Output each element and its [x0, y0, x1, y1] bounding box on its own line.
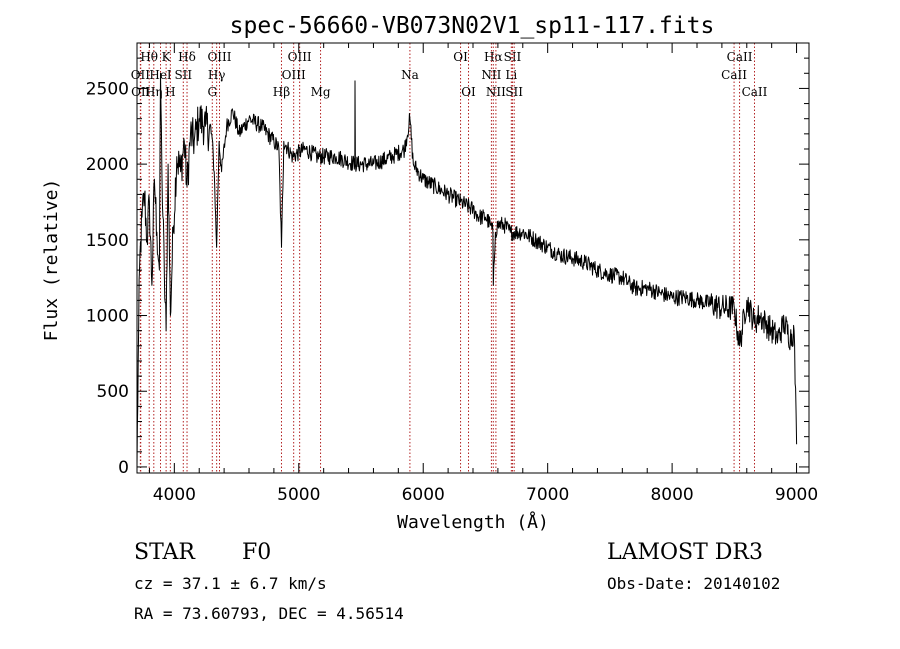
x-tick-label: 9000	[775, 485, 818, 505]
spectral-line-label: G	[207, 85, 217, 99]
redshift-readout: cz = 37.1 ± 6.7 km/s	[134, 574, 327, 593]
y-axis-ticks: 0 500 1000 1500 2000 2500	[86, 57, 809, 478]
object-type: STAR	[134, 540, 195, 565]
spectral-line-label: SII	[504, 50, 522, 64]
y-tick-label: 1500	[86, 231, 129, 251]
spectral-line-label: CaII	[742, 85, 768, 99]
spectral-line-label: OIII	[282, 68, 306, 82]
plot-frame	[136, 42, 810, 474]
spectral-line-label: NII	[486, 85, 506, 99]
spectral-line-label: SII	[174, 68, 192, 82]
y-tick-label: 2500	[86, 79, 129, 99]
y-tick-label: 0	[118, 458, 129, 478]
spectral-line-label: OIII	[288, 50, 312, 64]
obs-date: Obs-Date: 20140102	[607, 574, 781, 593]
spectral-line-label: Hη	[145, 85, 163, 99]
spectral-line-label: CaII	[727, 50, 753, 64]
x-tick-label: 5000	[277, 485, 320, 505]
flux-series	[136, 72, 798, 467]
y-tick-label: 2000	[86, 155, 129, 175]
y-tick-label: 500	[97, 382, 129, 402]
spectral-line-label: Hα	[484, 50, 503, 64]
spectral-line-label: NII	[481, 68, 501, 82]
x-tick-label: 7000	[526, 485, 569, 505]
spectral-line-label: H	[165, 85, 175, 99]
spectral-line-label: Hδ	[178, 50, 196, 64]
spectral-line-label: OI	[453, 50, 468, 64]
x-tick-label: 8000	[650, 485, 693, 505]
flux-line	[136, 72, 798, 467]
coordinates: RA = 73.60793, DEC = 4.56514	[134, 604, 404, 623]
spectral-line-label: Li	[505, 68, 517, 82]
y-tick-label: 1000	[86, 307, 129, 327]
spectral-line-label: CaII	[721, 68, 747, 82]
x-axis-ticks: 4000 5000 6000 7000 8000 9000	[148, 43, 818, 505]
spectral-line-label: Mg	[311, 85, 331, 99]
spectral-line-label: Hγ	[208, 68, 226, 82]
spectral-subclass: F0	[242, 540, 272, 565]
spectral-line-label: OIII	[207, 50, 231, 64]
survey-name: LAMOST DR3	[607, 540, 763, 565]
x-tick-label: 4000	[153, 485, 196, 505]
spectral-line-label: K	[162, 50, 172, 64]
x-tick-label: 6000	[402, 485, 445, 505]
spectral-line-label: Hβ	[273, 85, 290, 99]
spectral-line-label: Na	[401, 68, 419, 82]
x-axis-label: Wavelength (Å)	[397, 511, 549, 533]
chart-title: spec-56660-VB073N02V1_sp11-117.fits	[230, 13, 715, 39]
spectral-line-label: OI	[461, 85, 476, 99]
spectral-line-label: Hθ	[140, 50, 158, 64]
spectral-line-label: SII	[505, 85, 523, 99]
y-axis-label: Flux (relative)	[41, 179, 62, 342]
